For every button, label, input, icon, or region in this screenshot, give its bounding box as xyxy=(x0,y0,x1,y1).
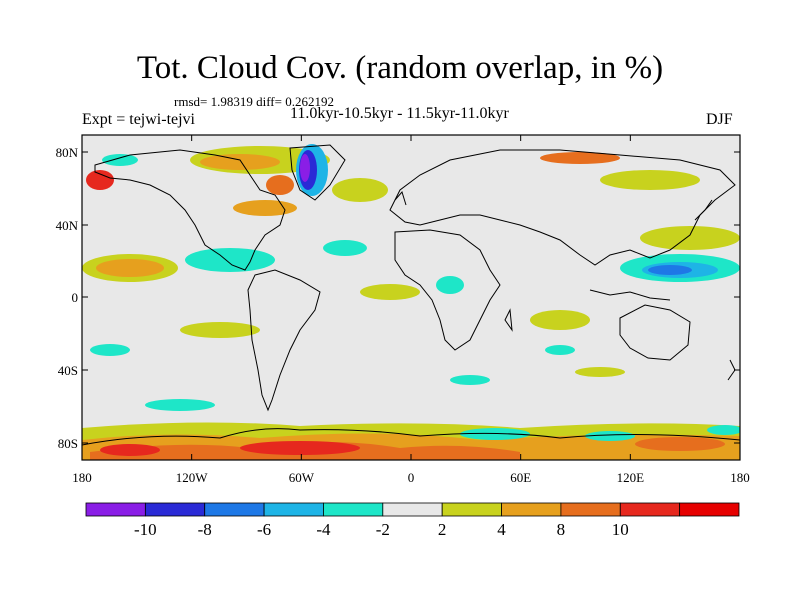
colorbar-swatch xyxy=(679,502,740,517)
latitude-axis: 80N 40N 0 40S 80S xyxy=(56,145,740,451)
baffin-orange xyxy=(266,175,294,195)
madagascar-coast xyxy=(504,308,513,332)
lat-tick-label: 80N xyxy=(56,145,79,160)
greenland-coast xyxy=(289,144,346,201)
africa-coast xyxy=(394,229,501,351)
lon-tick-label: 120E xyxy=(617,470,645,485)
south-pacific-positive xyxy=(180,322,260,338)
experiment-label: Expt = tejwi-tejvi xyxy=(82,111,195,128)
coastlines xyxy=(82,144,740,446)
period-label: 11.0kyr-10.5kyr - 11.5kyr-11.0kyr xyxy=(290,105,509,122)
atlantic-orange xyxy=(233,200,297,216)
antarctic-cyan-patch xyxy=(585,431,635,441)
colorbar-label: 2 xyxy=(438,520,447,539)
colorbar-label: -8 xyxy=(198,520,212,539)
colorbar-label: 10 xyxy=(612,520,629,539)
colorbar: -10 -8 -6 -4 -2 2 4 8 10 xyxy=(85,502,740,539)
lon-tick-label: 120W xyxy=(176,470,209,485)
southern-positive xyxy=(575,367,625,377)
north-america-coast xyxy=(94,149,286,271)
alaska-red xyxy=(86,170,114,190)
colorbar-swatch xyxy=(382,502,443,517)
antarctic-red-patch xyxy=(100,444,160,456)
lat-tick-label: 40N xyxy=(56,218,79,233)
lon-tick-label: 180 xyxy=(72,470,92,485)
colorbar-swatch xyxy=(501,502,562,517)
lon-tick-label: 180 xyxy=(730,470,750,485)
lon-tick-label: 60E xyxy=(510,470,531,485)
australia-coast xyxy=(619,304,691,361)
west-pacific-positive xyxy=(640,226,740,250)
colorbar-label: 8 xyxy=(557,520,566,539)
south-atlantic-positive xyxy=(360,284,420,300)
eurasia-coast xyxy=(389,149,736,266)
siberia-positive xyxy=(600,170,700,190)
southern-cyan xyxy=(450,375,490,385)
indian-positive xyxy=(530,310,590,330)
colorbar-swatch xyxy=(560,502,621,517)
arctic-orange xyxy=(200,154,280,170)
lon-tick-label: 60W xyxy=(289,470,315,485)
lat-tick-label: 80S xyxy=(58,436,78,451)
indonesia-coast xyxy=(589,289,671,301)
south-pacific-cyan xyxy=(90,344,130,356)
antarctic-cyan-patch xyxy=(707,425,740,435)
east-pacific-cyan xyxy=(185,248,275,272)
africa-cyan xyxy=(436,276,464,294)
map-title: Tot. Cloud Cov. (random overlap, in %) xyxy=(136,50,664,86)
lat-tick-label: 40S xyxy=(58,363,78,378)
west-pacific-negative-center xyxy=(648,265,692,275)
colorbar-swatch xyxy=(323,502,384,517)
atlantic-cyan xyxy=(323,240,367,256)
siberia-orange xyxy=(540,152,620,164)
southern-cyan xyxy=(145,399,215,411)
antarctic-red-patch xyxy=(240,441,360,455)
season-label: DJF xyxy=(706,111,733,128)
atlantic-positive xyxy=(332,178,388,202)
colorbar-swatch xyxy=(204,502,265,517)
greenland-strongest-negative xyxy=(300,154,310,182)
lon-tick-label: 0 xyxy=(408,470,415,485)
colorbar-label: 4 xyxy=(497,520,506,539)
antarctica-coast xyxy=(82,428,740,446)
colorbar-label: -2 xyxy=(376,520,390,539)
stats-line: rmsd= 1.98319 diff= 0.262192 xyxy=(174,94,334,109)
colorbar-label: -4 xyxy=(316,520,331,539)
colorbar-swatch xyxy=(85,502,146,517)
south-america-coast xyxy=(247,269,321,412)
lat-tick-label: 0 xyxy=(72,290,79,305)
longitude-axis: 180 120W 60W 0 60E 120E 180 xyxy=(72,135,750,485)
colorbar-swatch xyxy=(619,502,681,517)
antarctic-red-patch xyxy=(635,437,725,451)
colorbar-swatch xyxy=(144,502,206,517)
alaska-cyan xyxy=(102,154,138,166)
colorbar-label: -6 xyxy=(257,520,271,539)
colorbar-swatch xyxy=(441,502,502,517)
japan-coast xyxy=(694,199,713,221)
colorbar-swatch xyxy=(263,502,324,517)
uk-coast xyxy=(394,190,407,206)
colorbar-label: -10 xyxy=(134,520,157,539)
south-indian-cyan xyxy=(545,345,575,355)
north-pacific-orange xyxy=(96,259,164,277)
